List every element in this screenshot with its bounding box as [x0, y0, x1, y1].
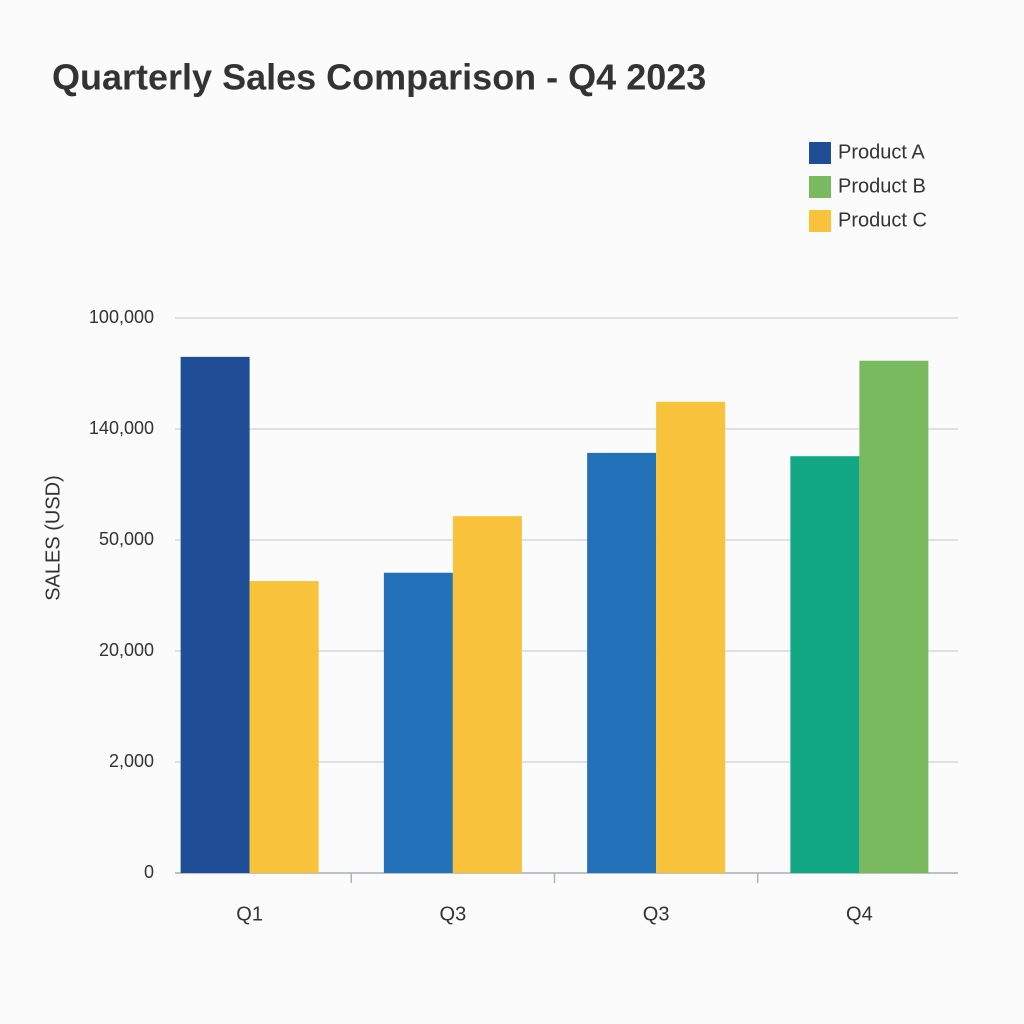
y-tick-label: 140,000: [89, 418, 154, 438]
bar: [383, 572, 453, 873]
y-axis-label: SALES (USD): [42, 475, 64, 601]
y-tick-label: 2,000: [109, 751, 154, 771]
y-tick-label: 20,000: [99, 640, 154, 660]
legend-label: Product A: [838, 141, 925, 163]
bar: [180, 356, 250, 874]
y-tick-label: 100,000: [89, 307, 154, 327]
bar: [452, 516, 522, 873]
legend-swatch: [809, 210, 831, 232]
y-tick-label: 0: [144, 862, 154, 882]
chart-title: Quarterly Sales Comparison - Q4 2023: [52, 57, 706, 98]
x-tick-label: Q3: [643, 903, 670, 925]
bar: [656, 401, 726, 873]
x-tick-label: Q3: [440, 903, 467, 925]
bar: [249, 581, 319, 873]
bar: [859, 360, 929, 873]
legend-label: Product B: [838, 175, 926, 197]
bar: [790, 456, 860, 873]
legend-label: Product C: [838, 209, 927, 231]
x-tick-label: Q1: [236, 903, 263, 925]
legend-swatch: [809, 142, 831, 164]
x-tick-label: Q4: [846, 903, 873, 925]
y-tick-label: 50,000: [99, 529, 154, 549]
legend-swatch: [809, 176, 831, 198]
bar: [587, 452, 657, 873]
